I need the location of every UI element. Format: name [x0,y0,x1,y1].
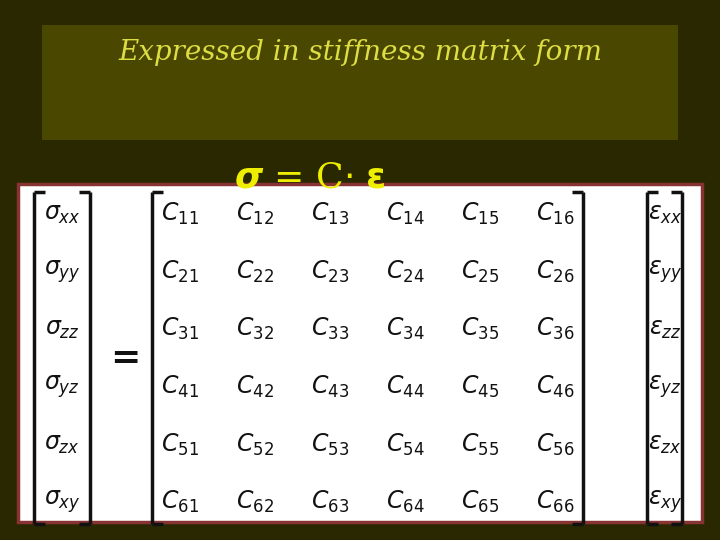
Text: $\sigma_{xy}$: $\sigma_{xy}$ [44,489,81,515]
Text: $C_{56}$: $C_{56}$ [536,431,574,457]
Text: $C_{62}$: $C_{62}$ [236,489,274,515]
Text: $C_{36}$: $C_{36}$ [536,316,574,342]
Text: $\varepsilon_{xy}$: $\varepsilon_{xy}$ [648,489,683,515]
Text: $\sigma_{yy}$: $\sigma_{yy}$ [44,258,81,285]
Text: =: = [110,341,140,375]
Text: $C_{52}$: $C_{52}$ [236,431,274,457]
Text: $C_{51}$: $C_{51}$ [161,431,199,457]
Text: $C_{32}$: $C_{32}$ [236,316,274,342]
Text: $C_{21}$: $C_{21}$ [161,259,199,285]
Text: $C_{66}$: $C_{66}$ [536,489,574,515]
Text: $\sigma_{zx}$: $\sigma_{zx}$ [44,433,80,456]
Text: $C_{43}$: $C_{43}$ [311,374,349,400]
Text: $C_{63}$: $C_{63}$ [311,489,349,515]
Text: $\sigma_{yz}$: $\sigma_{yz}$ [44,374,80,400]
Bar [18,184,702,522]
Text: $\boldsymbol{\sigma}$ = C$\cdot$ $\boldsymbol{\varepsilon}$: $\boldsymbol{\sigma}$ = C$\cdot$ $\bolds… [234,160,386,194]
Text: $C_{41}$: $C_{41}$ [161,374,199,400]
Text: $C_{53}$: $C_{53}$ [311,431,349,457]
Text: $C_{42}$: $C_{42}$ [236,374,274,400]
Text: $C_{14}$: $C_{14}$ [386,201,424,227]
Text: $C_{22}$: $C_{22}$ [236,259,274,285]
Text: $C_{65}$: $C_{65}$ [461,489,499,515]
Text: $\sigma_{zz}$: $\sigma_{zz}$ [45,318,79,341]
Text: $\varepsilon_{yy}$: $\varepsilon_{yy}$ [648,258,683,285]
Text: $C_{44}$: $C_{44}$ [386,374,424,400]
Text: $C_{45}$: $C_{45}$ [461,374,499,400]
Text: $C_{61}$: $C_{61}$ [161,489,199,515]
Text: $C_{34}$: $C_{34}$ [386,316,424,342]
Text: $C_{35}$: $C_{35}$ [461,316,499,342]
Text: $C_{55}$: $C_{55}$ [461,431,499,457]
Text: $C_{64}$: $C_{64}$ [386,489,424,515]
Text: $C_{12}$: $C_{12}$ [236,201,274,227]
Text: $C_{15}$: $C_{15}$ [461,201,499,227]
Text: $C_{25}$: $C_{25}$ [461,259,499,285]
Text: $C_{33}$: $C_{33}$ [311,316,349,342]
Text: $C_{31}$: $C_{31}$ [161,316,199,342]
Text: $\varepsilon_{zx}$: $\varepsilon_{zx}$ [648,433,682,456]
Text: $\varepsilon_{yz}$: $\varepsilon_{yz}$ [648,374,682,400]
Text: $\varepsilon_{xx}$: $\varepsilon_{xx}$ [648,202,683,226]
Text: $C_{16}$: $C_{16}$ [536,201,574,227]
Text: $\varepsilon_{zz}$: $\varepsilon_{zz}$ [649,318,681,341]
Text: $C_{24}$: $C_{24}$ [386,259,424,285]
Text: $C_{23}$: $C_{23}$ [311,259,349,285]
Text: $C_{11}$: $C_{11}$ [161,201,199,227]
Text: $C_{46}$: $C_{46}$ [536,374,574,400]
Text: Expressed in stiffness matrix form: Expressed in stiffness matrix form [118,39,602,66]
Text: $\sigma_{xx}$: $\sigma_{xx}$ [44,202,81,226]
Text: $C_{26}$: $C_{26}$ [536,259,574,285]
Text: $C_{13}$: $C_{13}$ [311,201,349,227]
Bar [42,25,678,140]
Text: $C_{54}$: $C_{54}$ [386,431,424,457]
